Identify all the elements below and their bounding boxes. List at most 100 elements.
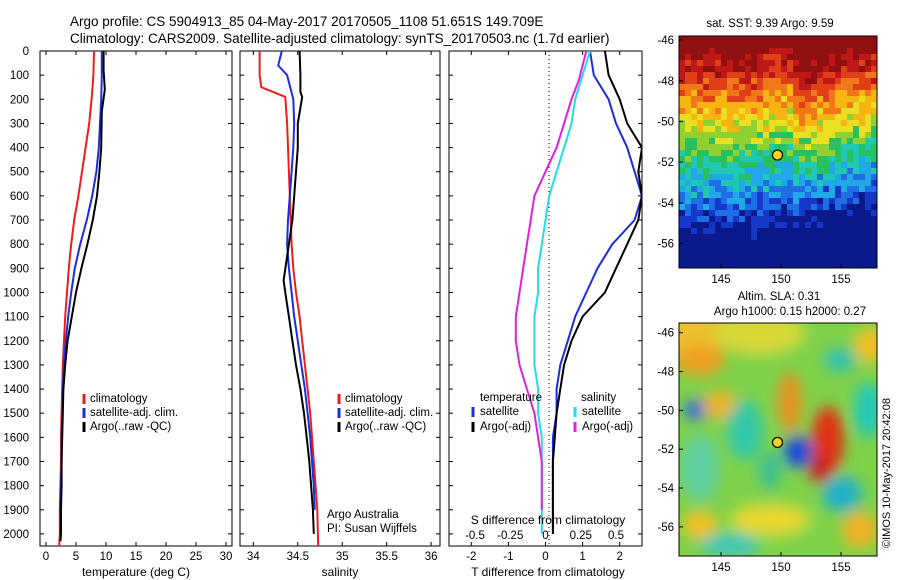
- x-tick-label: 0: [542, 551, 548, 563]
- map-x-tick-label: 150: [771, 274, 790, 286]
- argo-float-marker: [771, 149, 784, 161]
- series-line-argo-raw-qc-: [282, 51, 315, 534]
- x-tick-label: 25: [190, 551, 203, 563]
- x2-tick-label: 0.25: [570, 530, 592, 542]
- y-tick-label: 200: [10, 94, 29, 106]
- temperature-axis-label: temperature (deg C): [82, 565, 190, 579]
- x-tick-label: 15: [130, 551, 143, 563]
- map-y-tick-label: -52: [657, 157, 674, 169]
- sst-map-frame: [678, 35, 878, 269]
- y-tick-label: 900: [10, 263, 29, 275]
- y-tick-label: 1400: [3, 384, 29, 396]
- map-y-tick-label: -46: [657, 328, 674, 340]
- t-difference-axis-label: T difference from climatology: [471, 565, 625, 579]
- y-tick-label: 1300: [3, 360, 29, 372]
- x-tick-label: 34.5: [287, 551, 309, 563]
- map-x-tick-label: 155: [831, 562, 850, 574]
- map-y-tick-label: -56: [657, 522, 674, 534]
- map-y-tick-label: -54: [657, 483, 674, 495]
- map-x-tick-label: 150: [771, 562, 790, 574]
- y-tick-label: 300: [10, 118, 29, 130]
- series-line-salinity-argo-adj-: [514, 51, 588, 510]
- header-line-1: Argo profile: CS 5904913_85 04-May-2017 …: [70, 14, 543, 29]
- map-y-tick-label: -50: [657, 116, 674, 128]
- map-y-tick-label: -48: [657, 76, 674, 88]
- sla-map-title: Altim. SLA: 0.31: [738, 291, 820, 303]
- map-y-tick-label: -46: [657, 35, 674, 47]
- y-tick-label: 1100: [4, 312, 29, 324]
- legend-entry: satellite-adj. clim.: [90, 407, 178, 419]
- sst-map-title: sat. SST: 9.39 Argo: 9.59: [706, 18, 833, 30]
- x-tick-label: 0: [43, 551, 49, 563]
- y-tick-label: 1800: [3, 481, 29, 493]
- series-line-satellite-adj-clim-: [277, 51, 316, 510]
- credit-org: Argo Australia: [327, 509, 399, 521]
- x-tick-label: 5: [73, 551, 79, 563]
- x2-tick-label: -0.5: [465, 530, 485, 542]
- salinity-panel: 34 34.5 35 35.5 36 climatology satellite-adj.…: [239, 50, 441, 579]
- map-x-tick-label: 145: [711, 274, 730, 286]
- series-line-salinity-satellite: [533, 51, 591, 534]
- x-tick-label: 30: [220, 551, 233, 563]
- x-tick-label: 20: [160, 551, 173, 563]
- map-y-tick-label: -50: [657, 405, 674, 417]
- legend-entry: satellite: [582, 406, 621, 418]
- legend-title-temperature: temperature: [480, 392, 542, 404]
- y-tick-label: 1000: [3, 287, 29, 299]
- y-tick-label: 1200: [3, 336, 29, 348]
- argo-float-marker: [771, 436, 784, 449]
- y-tick-label: 600: [10, 191, 29, 203]
- sst-map-panel: sat. SST: 9.39 Argo: 9.59 145 150 155 -46 -4…: [657, 18, 878, 286]
- y-tick-label: 400: [10, 143, 29, 155]
- x-tick-label: -2: [466, 551, 476, 563]
- y-tick-label: 500: [10, 167, 29, 179]
- imos-credit: ©IMOS 10-May-2017 20:42:08: [881, 398, 893, 548]
- x-tick-label: 35.5: [375, 551, 397, 563]
- y-tick-label: 1700: [3, 456, 29, 468]
- header-line-2: Climatology: CARS2009. Satellite-adjuste…: [70, 31, 610, 46]
- salinity-plot-frame: [239, 50, 441, 547]
- credit-pi: PI: Susan Wijffels: [327, 523, 417, 535]
- s-difference-axis-label: S difference from climatology: [471, 513, 626, 527]
- y-tick-label: 1600: [3, 432, 29, 444]
- legend-title-salinity: salinity: [581, 392, 616, 404]
- sla-map-subtitle: Argo h1000: 0.15 h2000: 0.27: [714, 306, 866, 318]
- y-tick-label: 0: [23, 46, 29, 58]
- map-y-tick-label: -54: [657, 198, 674, 210]
- y-tick-label: 2000: [3, 529, 29, 541]
- map-y-tick-label: -48: [657, 367, 674, 379]
- legend-entry: Argo(-adj): [480, 421, 531, 433]
- map-x-tick-label: 155: [831, 274, 850, 286]
- series-line-climatology: [258, 51, 320, 546]
- difference-plot-frame: [448, 50, 643, 547]
- difference-panel: -2 -1 0 1 2 temperature salinity satellite Argo…: [448, 50, 643, 579]
- y-tick-label: 700: [10, 215, 29, 227]
- series-line-argo-raw-qc-: [59, 51, 106, 542]
- x-tick-label: 36: [425, 551, 438, 563]
- legend-entry: satellite: [480, 406, 519, 418]
- x2-tick-label: -0.25: [497, 530, 523, 542]
- temperature-panel: 0 5 10 15 20 25 300100200300400500600700800900…: [3, 46, 233, 579]
- y-tick-label: 100: [10, 70, 29, 82]
- x2-tick-label: 0.5: [608, 530, 624, 542]
- y-tick-label: 800: [10, 239, 29, 251]
- map-y-tick-label: -56: [657, 239, 674, 251]
- legend-entry: Argo(..raw -QC): [90, 421, 171, 433]
- series-line-temperature-argo-adj-: [551, 51, 642, 534]
- sla-map-frame: [678, 322, 878, 557]
- x-tick-label: -1: [503, 551, 513, 563]
- legend-entry: climatology: [90, 393, 148, 405]
- sla-map-panel: Altim. SLA: 0.31 Argo h1000: 0.15 h2000:…: [657, 291, 878, 574]
- x2-tick-label: 0: [542, 530, 548, 542]
- y-tick-label: 1500: [3, 408, 29, 420]
- x-tick-label: 34: [247, 551, 260, 563]
- x-tick-label: 10: [100, 551, 113, 563]
- x-tick-label: 35: [336, 551, 349, 563]
- legend-entry: Argo(..raw -QC): [345, 421, 426, 433]
- salinity-axis-label: salinity: [322, 565, 359, 579]
- map-y-tick-label: -52: [657, 444, 674, 456]
- map-x-tick-label: 145: [711, 562, 730, 574]
- x-tick-label: 2: [617, 551, 623, 563]
- y-tick-label: 1900: [3, 505, 29, 517]
